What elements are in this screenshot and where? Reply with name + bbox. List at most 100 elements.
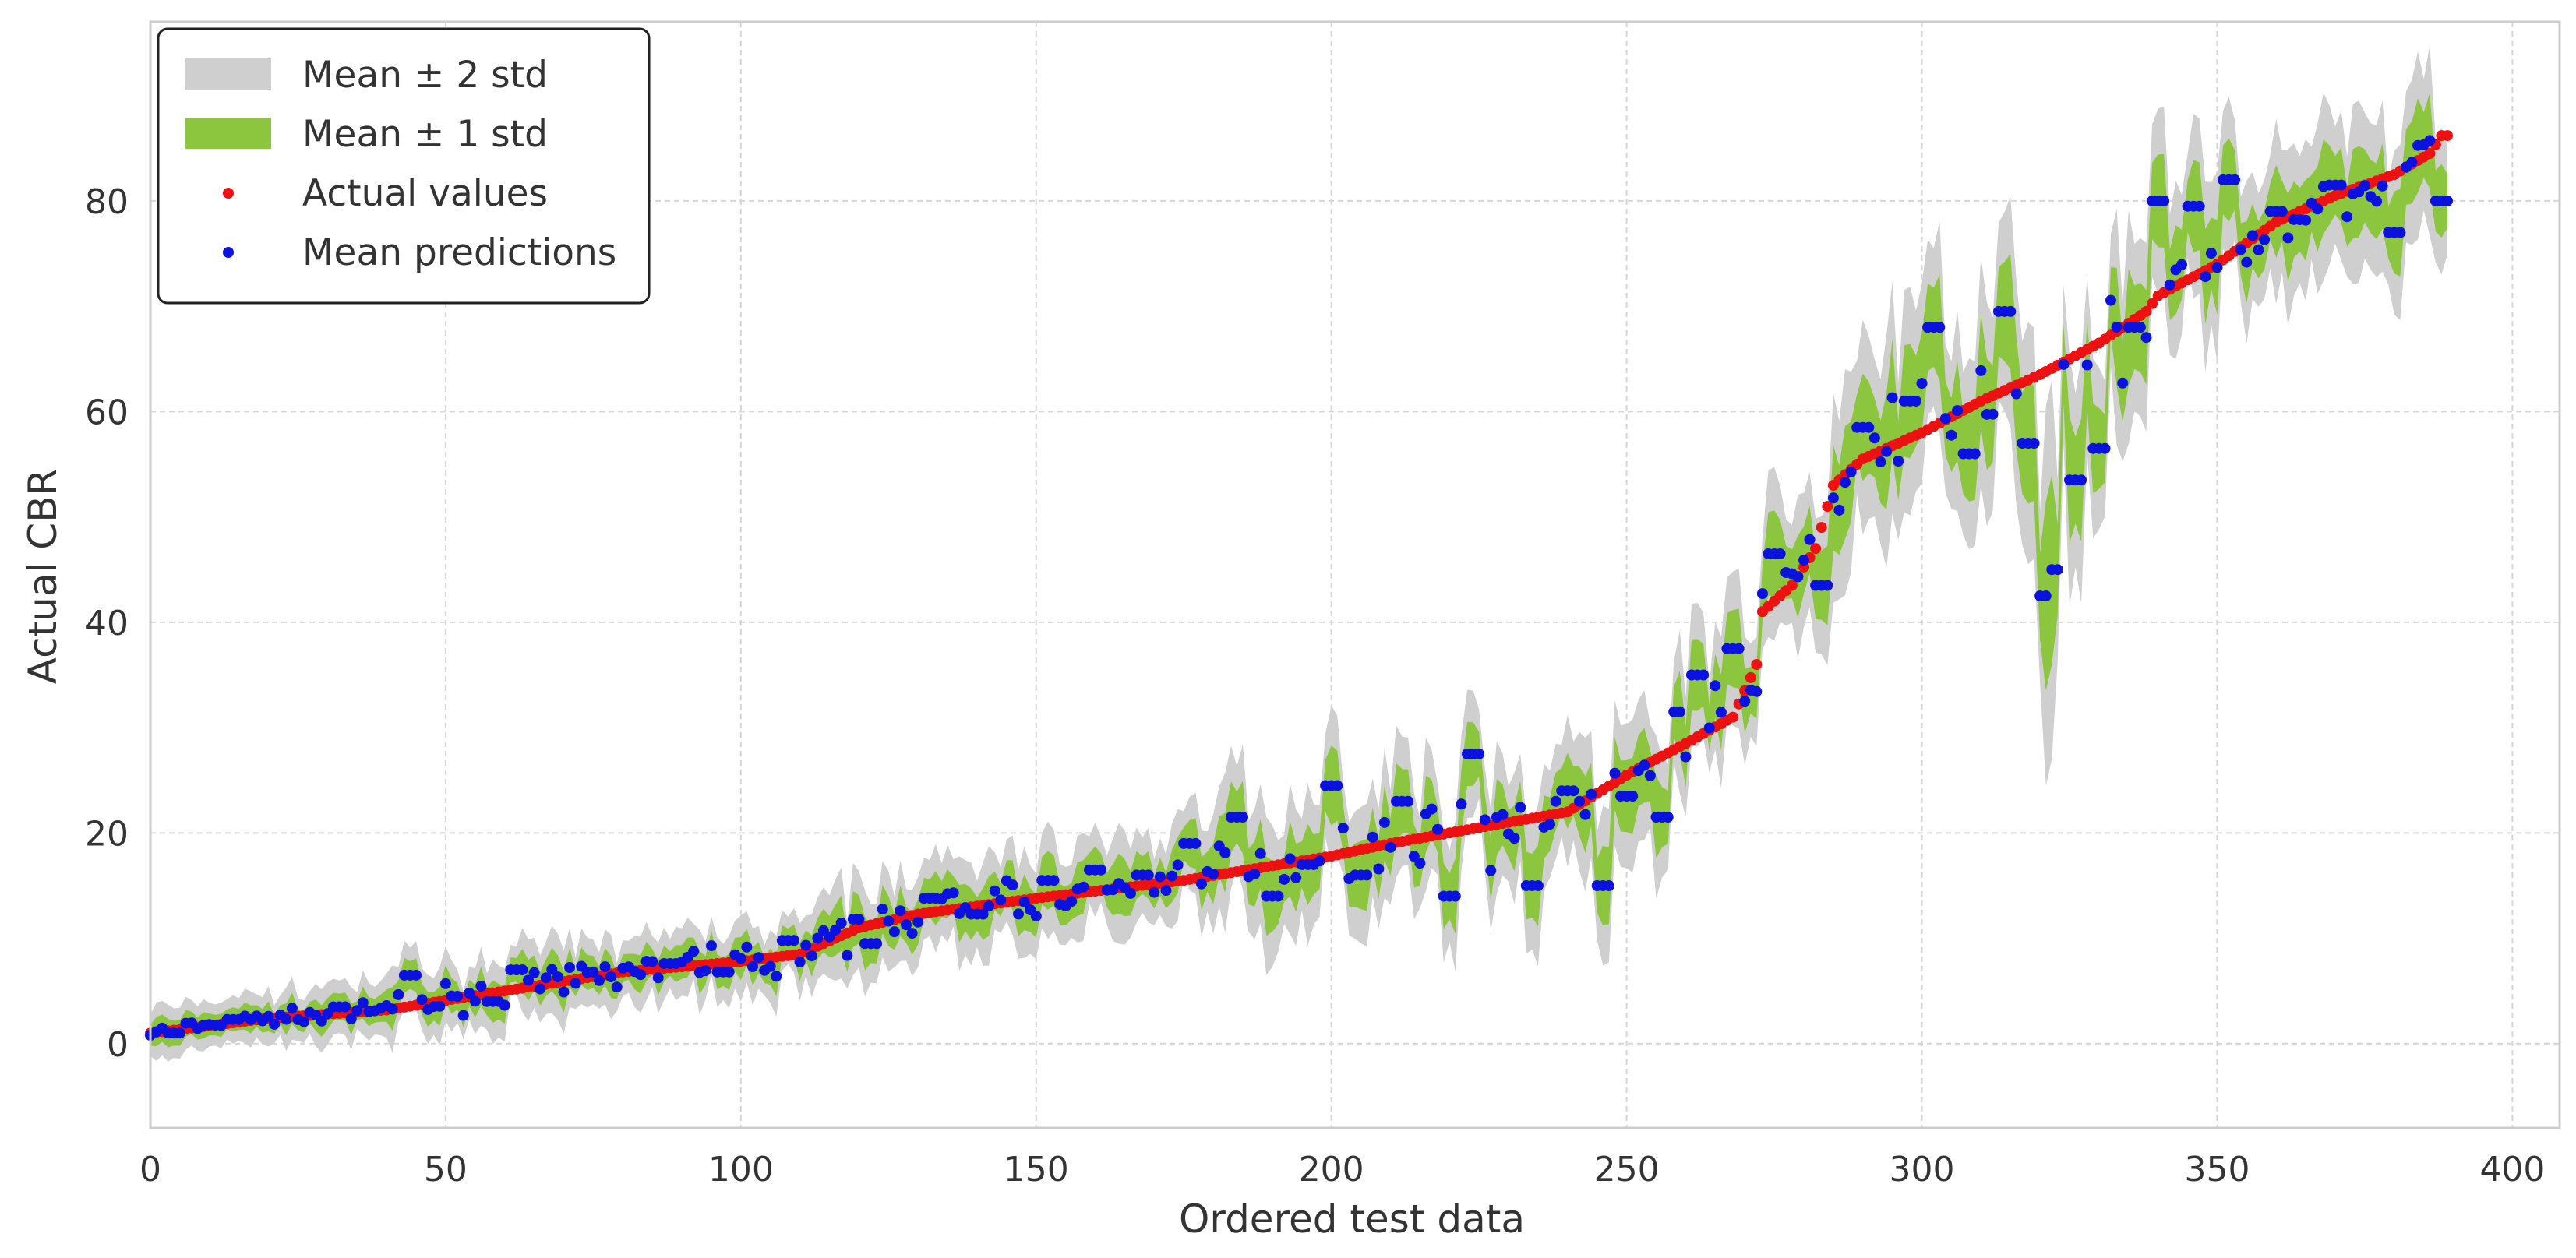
prediction-point	[340, 1001, 351, 1013]
prediction-point	[528, 967, 540, 978]
prediction-point	[1403, 795, 1414, 807]
prediction-point	[2005, 305, 2017, 317]
prediction-point	[411, 969, 422, 981]
prediction-point	[1473, 748, 1485, 759]
prediction-point	[2241, 256, 2253, 268]
x-tick-label: 350	[2184, 1150, 2250, 1189]
prediction-point	[1013, 908, 1024, 920]
prediction-point	[1840, 477, 1851, 488]
prediction-point	[1249, 869, 1261, 880]
prediction-point	[2010, 388, 2022, 400]
prediction-point	[611, 981, 623, 993]
prediction-point	[1911, 395, 1921, 407]
x-tick-label: 100	[708, 1150, 774, 1189]
prediction-point	[1509, 833, 1520, 844]
actual-point	[2147, 298, 2158, 309]
prediction-point	[912, 916, 924, 928]
prediction-point	[1515, 802, 1526, 813]
prediction-point	[570, 978, 581, 989]
prediction-point	[1219, 847, 1231, 858]
legend-label-std2: Mean ± 2 std	[302, 54, 548, 97]
prediction-point	[806, 950, 817, 962]
prediction-point	[853, 914, 865, 925]
prediction-point	[1497, 809, 1509, 820]
prediction-point	[2052, 564, 2063, 576]
prediction-point	[871, 938, 883, 950]
prediction-point	[1190, 837, 1202, 849]
prediction-point	[1018, 897, 1030, 908]
x-tick-label: 400	[2479, 1150, 2545, 1189]
prediction-point	[1544, 819, 1556, 830]
prediction-point	[2193, 200, 2205, 212]
prediction-point	[2105, 294, 2116, 306]
prediction-point	[1603, 880, 1614, 891]
actual-point	[1816, 522, 1827, 534]
prediction-point	[1337, 823, 1349, 834]
actual-point	[2424, 148, 2436, 159]
prediction-point	[434, 1000, 446, 1012]
prediction-point	[1987, 408, 1999, 420]
prediction-point	[1332, 780, 1343, 791]
prediction-point	[263, 1010, 274, 1022]
prediction-point	[995, 894, 1007, 906]
prediction-point	[1208, 869, 1219, 879]
prediction-point	[2335, 179, 2347, 191]
prediction-point	[2246, 230, 2258, 241]
prediction-point	[688, 946, 700, 957]
prediction-point	[1237, 812, 1248, 823]
prediction-point	[1579, 809, 1591, 820]
legend-swatch-std1	[185, 118, 271, 149]
prediction-point	[652, 972, 664, 984]
prediction-point	[357, 997, 369, 1009]
prediction-point	[2406, 157, 2418, 168]
prediction-point	[1739, 696, 1751, 707]
prediction-point	[2371, 196, 2383, 207]
legend-marker-actual	[223, 188, 234, 199]
prediction-point	[1290, 872, 1302, 883]
prediction-point	[2229, 174, 2241, 185]
prediction-point	[1715, 707, 1727, 718]
prediction-point	[877, 904, 888, 915]
prediction-point	[647, 956, 658, 967]
prediction-point	[1680, 751, 1692, 763]
prediction-point	[2158, 195, 2170, 206]
prediction-point	[605, 971, 617, 982]
prediction-point	[1142, 869, 1154, 881]
y-tick-label: 0	[107, 1025, 129, 1065]
prediction-point	[2076, 474, 2087, 486]
prediction-point	[1609, 767, 1621, 779]
prediction-point	[2394, 227, 2406, 238]
prediction-point	[475, 981, 487, 992]
prediction-point	[1048, 875, 1060, 886]
prediction-point	[1662, 812, 1674, 823]
x-tick-label: 50	[424, 1150, 468, 1189]
prediction-point	[895, 905, 906, 917]
prediction-point	[1125, 887, 1136, 899]
prediction-point	[1030, 911, 1042, 922]
actual-point	[2140, 305, 2152, 317]
prediction-point	[546, 964, 558, 975]
prediction-point	[499, 999, 510, 1011]
prediction-point	[1385, 841, 1396, 853]
prediction-point	[1822, 580, 1833, 591]
prediction-point	[1868, 432, 1880, 444]
prediction-point	[2235, 244, 2246, 255]
prediction-point	[1774, 548, 1786, 559]
actual-point	[1822, 501, 1833, 513]
prediction-point	[517, 964, 528, 976]
prediction-point	[286, 1003, 298, 1014]
prediction-point	[812, 932, 824, 944]
prediction-point	[723, 966, 735, 978]
prediction-point	[2259, 234, 2271, 245]
prediction-point	[835, 918, 847, 929]
prediction-point	[635, 969, 646, 981]
prediction-point	[1426, 803, 1438, 815]
actual-point	[2442, 130, 2453, 142]
prediction-point	[1881, 446, 1893, 457]
prediction-point	[1166, 870, 1178, 882]
prediction-point	[2300, 214, 2312, 226]
prediction-point	[989, 885, 1000, 897]
y-axis-label: Actual CBR	[20, 469, 65, 685]
prediction-point	[1886, 392, 1898, 403]
